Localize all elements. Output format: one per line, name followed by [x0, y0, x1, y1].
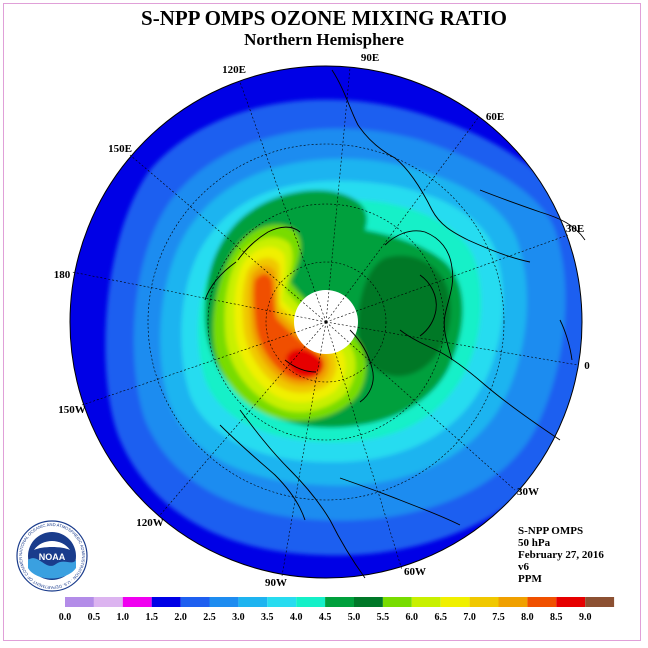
colorbar-tick-label: 2.5 [203, 612, 216, 623]
colorbar-tick-label: 5.0 [348, 612, 361, 623]
info-level: 50 hPa [518, 537, 551, 549]
info-version: v6 [518, 561, 529, 573]
colorbar-tick-label: 2.0 [174, 612, 187, 623]
longitude-label: 180 [54, 269, 71, 281]
latitude-circles [147, 143, 505, 501]
colorbar-tick-label: 8.5 [550, 612, 563, 623]
colorbar-box [296, 597, 326, 607]
colorbar-tick-label: 3.5 [261, 612, 274, 623]
colorbar-box [325, 597, 354, 607]
colorbar-box [440, 597, 470, 607]
colorbar-tick-label: 3.0 [232, 612, 245, 623]
longitude-label: 60W [404, 566, 426, 578]
longitude-label: 90E [361, 52, 379, 64]
colorbar-tick-label: 1.5 [145, 612, 158, 623]
map-subtitle: Northern Hemisphere [244, 30, 404, 49]
colorbar: 0.0 0.5 1.0 1.5 2.0 2.5 3.0 3.5 4.0 4.5 5.0 5.5 6.0 6… [59, 597, 615, 623]
colorbar-tick-label: 4.0 [290, 612, 303, 623]
longitude-label: 30E [566, 223, 584, 235]
longitude-label: 60E [486, 111, 504, 123]
colorbar-box [469, 597, 499, 607]
colorbar-tick-label: 0.0 [59, 612, 72, 623]
colorbar-box [498, 597, 528, 607]
noaa-logo: NOAA NATIONAL OCEANIC AND ATMOSPHERIC AD… [16, 520, 88, 592]
colorbar-box [65, 597, 94, 607]
colorbar-tick-label: 9.0 [579, 612, 592, 623]
coastlines [204, 69, 586, 579]
colorbar-tick-label: 6.0 [406, 612, 419, 623]
colorbar-box [180, 597, 210, 607]
colorbar-tick-label: 7.0 [463, 612, 476, 623]
info-units: PPM [518, 573, 542, 585]
colorbar-box [354, 597, 383, 607]
page-frame [3, 3, 641, 641]
colorbar-box [122, 597, 152, 607]
colorbar-box [238, 597, 268, 607]
colorbar-tick-label: 0.5 [88, 612, 101, 623]
colorbar-box [209, 597, 239, 607]
longitude-label: 120W [136, 517, 164, 529]
colorbar-box [267, 597, 297, 607]
longitude-labels: 90E 60E 30E 0 30W 60W 90W 120W 150W 180 150E 120E [54, 52, 591, 589]
longitude-label: 90W [265, 577, 287, 589]
colorbar-box [151, 597, 181, 607]
colorbar-labels: 0.0 0.5 1.0 1.5 2.0 2.5 3.0 3.5 4.0 4.5 5.0 5.5 6.0 6… [59, 612, 592, 623]
colorbar-box [585, 597, 615, 607]
colorbar-box [556, 597, 586, 607]
longitude-label: 30W [517, 486, 539, 498]
colorbar-tick-label: 1.0 [117, 612, 130, 623]
colorbar-tick-label: 8.0 [521, 612, 534, 623]
colorbar-tick-label: 5.5 [377, 612, 390, 623]
longitude-label: 120E [222, 64, 246, 76]
colorbar-tick-label: 7.5 [492, 612, 505, 623]
longitude-label: 150E [108, 143, 132, 155]
colorbar-box [382, 597, 412, 607]
ozone-band-8.5-9.0 [286, 348, 324, 378]
map-title: S-NPP OMPS OZONE MIXING RATIO [141, 6, 507, 30]
map-boundary [69, 65, 583, 579]
info-instrument: S-NPP OMPS [518, 525, 584, 537]
colorbar-box [411, 597, 441, 607]
info-date: February 27, 2016 [518, 549, 604, 561]
longitude-label: 150W [58, 404, 86, 416]
colorbar-boxes [65, 597, 615, 607]
colorbar-tick-label: 4.5 [319, 612, 332, 623]
noaa-logo-text: NOAA [39, 552, 66, 562]
colorbar-tick-label: 6.5 [434, 612, 447, 623]
info-block: S-NPP OMPS 50 hPa February 27, 2016 v6 P… [518, 525, 604, 585]
colorbar-box [527, 597, 557, 607]
meridians [71, 67, 579, 577]
longitude-label: 0 [584, 360, 590, 372]
colorbar-box [93, 597, 123, 607]
